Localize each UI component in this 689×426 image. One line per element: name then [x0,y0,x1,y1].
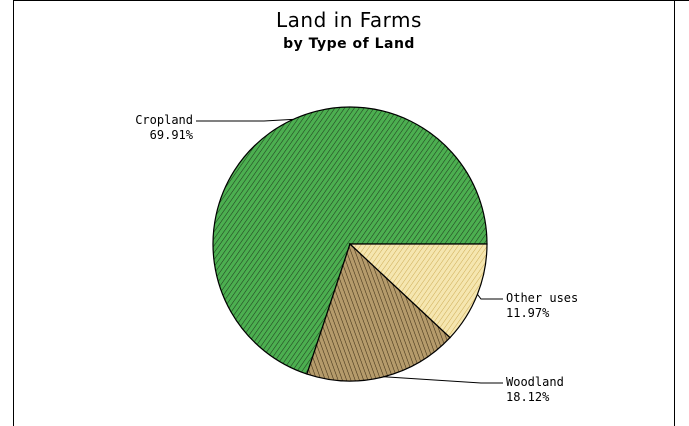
frame-top-border [13,0,689,1]
frame-right-border [674,0,675,426]
frame-left-border [13,0,14,426]
pie-slice-other-uses [348,243,488,339]
leader-lines [196,118,503,384]
pie-slices [212,106,488,382]
slice-label-cropland: Cropland [135,113,193,127]
pie-slice-cropland [212,106,488,375]
slice-value-other-uses: 11.97% [506,306,550,320]
slice-value-cropland: 69.91% [150,128,194,142]
leader-line-cropland [196,118,294,122]
leader-line-woodland [383,376,503,384]
pie-slice-woodland [306,242,451,382]
chart-subtitle: by Type of Land [283,36,415,52]
chart-title: Land in Farms [276,8,422,32]
leader-line-other-uses [477,294,503,300]
slice-label-woodland: Woodland [506,375,564,389]
slice-value-woodland: 18.12% [506,390,550,404]
slice-label-other-uses: Other uses [506,291,578,305]
